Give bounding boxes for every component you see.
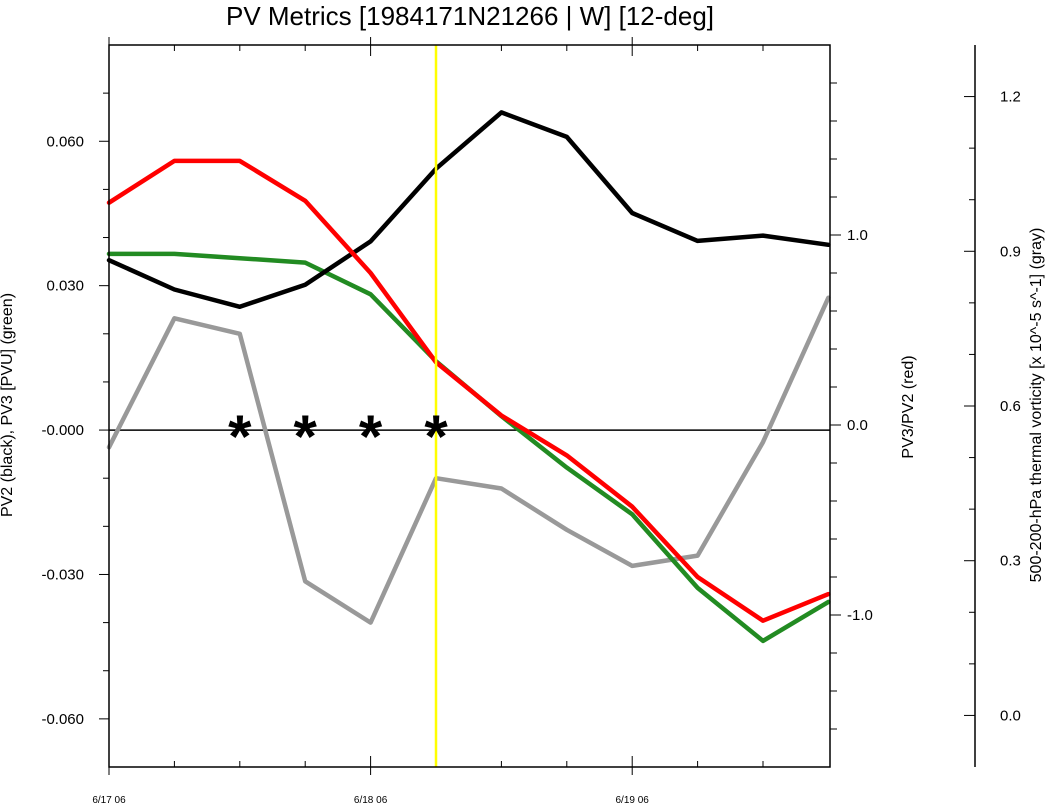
- star-marker: *: [424, 403, 448, 470]
- chart-title: PV Metrics [1984171N21266 | W] [12-deg]: [226, 1, 714, 31]
- series-line-pv3: [106, 251, 831, 644]
- series-line-thermal-vorticity: [106, 295, 831, 625]
- star-markers: * * * *: [228, 403, 448, 470]
- y-left-tick-label: 0.030: [46, 278, 84, 295]
- y-right-tick-label: 0.9: [1000, 243, 1021, 260]
- y-mid-tick-label: -1.0: [847, 607, 873, 624]
- plot-frame: [108, 44, 831, 768]
- y-mid-axis-label: PV3/PV2 (red): [900, 355, 917, 458]
- x-tick-label: 6/17 06: [92, 795, 126, 805]
- y-right-tick-label: 1.2: [1000, 89, 1021, 106]
- star-marker: *: [294, 403, 318, 470]
- y-right-tick-label: 0.3: [1000, 553, 1021, 570]
- plot-border: [108, 44, 831, 768]
- y-right-tick-label: 0.0: [1000, 707, 1021, 724]
- y-left-axis-label: PV2 (black), PV3 [PVU] (green): [0, 293, 16, 517]
- series-group: [106, 110, 831, 644]
- tick-labels: 6/17 06 6/18 06 6/19 06 0.060 0.030 -0.000 -0.…: [41, 89, 1020, 805]
- x-tick-label: 6/18 06: [354, 795, 388, 805]
- x-tick-label: 6/19 06: [616, 795, 650, 805]
- star-marker: *: [359, 403, 383, 470]
- y-left-tick-label: -0.000: [41, 422, 84, 439]
- y-mid-tick-label: 1.0: [847, 227, 868, 244]
- series-line-pv2: [106, 110, 831, 310]
- y-mid-tick-label: 0.0: [847, 417, 868, 434]
- y-left-tick-label: -0.060: [41, 711, 84, 728]
- star-marker: *: [228, 403, 252, 470]
- y-right-axis-label: 500-200-hPa thermal vorticity [x 10^-5 s…: [1028, 228, 1045, 583]
- series-line-pv3-pv2: [106, 158, 831, 623]
- y-left-tick-label: -0.030: [41, 566, 84, 583]
- y-right-tick-label: 0.6: [1000, 398, 1021, 415]
- y-left-tick-label: 0.060: [46, 133, 84, 150]
